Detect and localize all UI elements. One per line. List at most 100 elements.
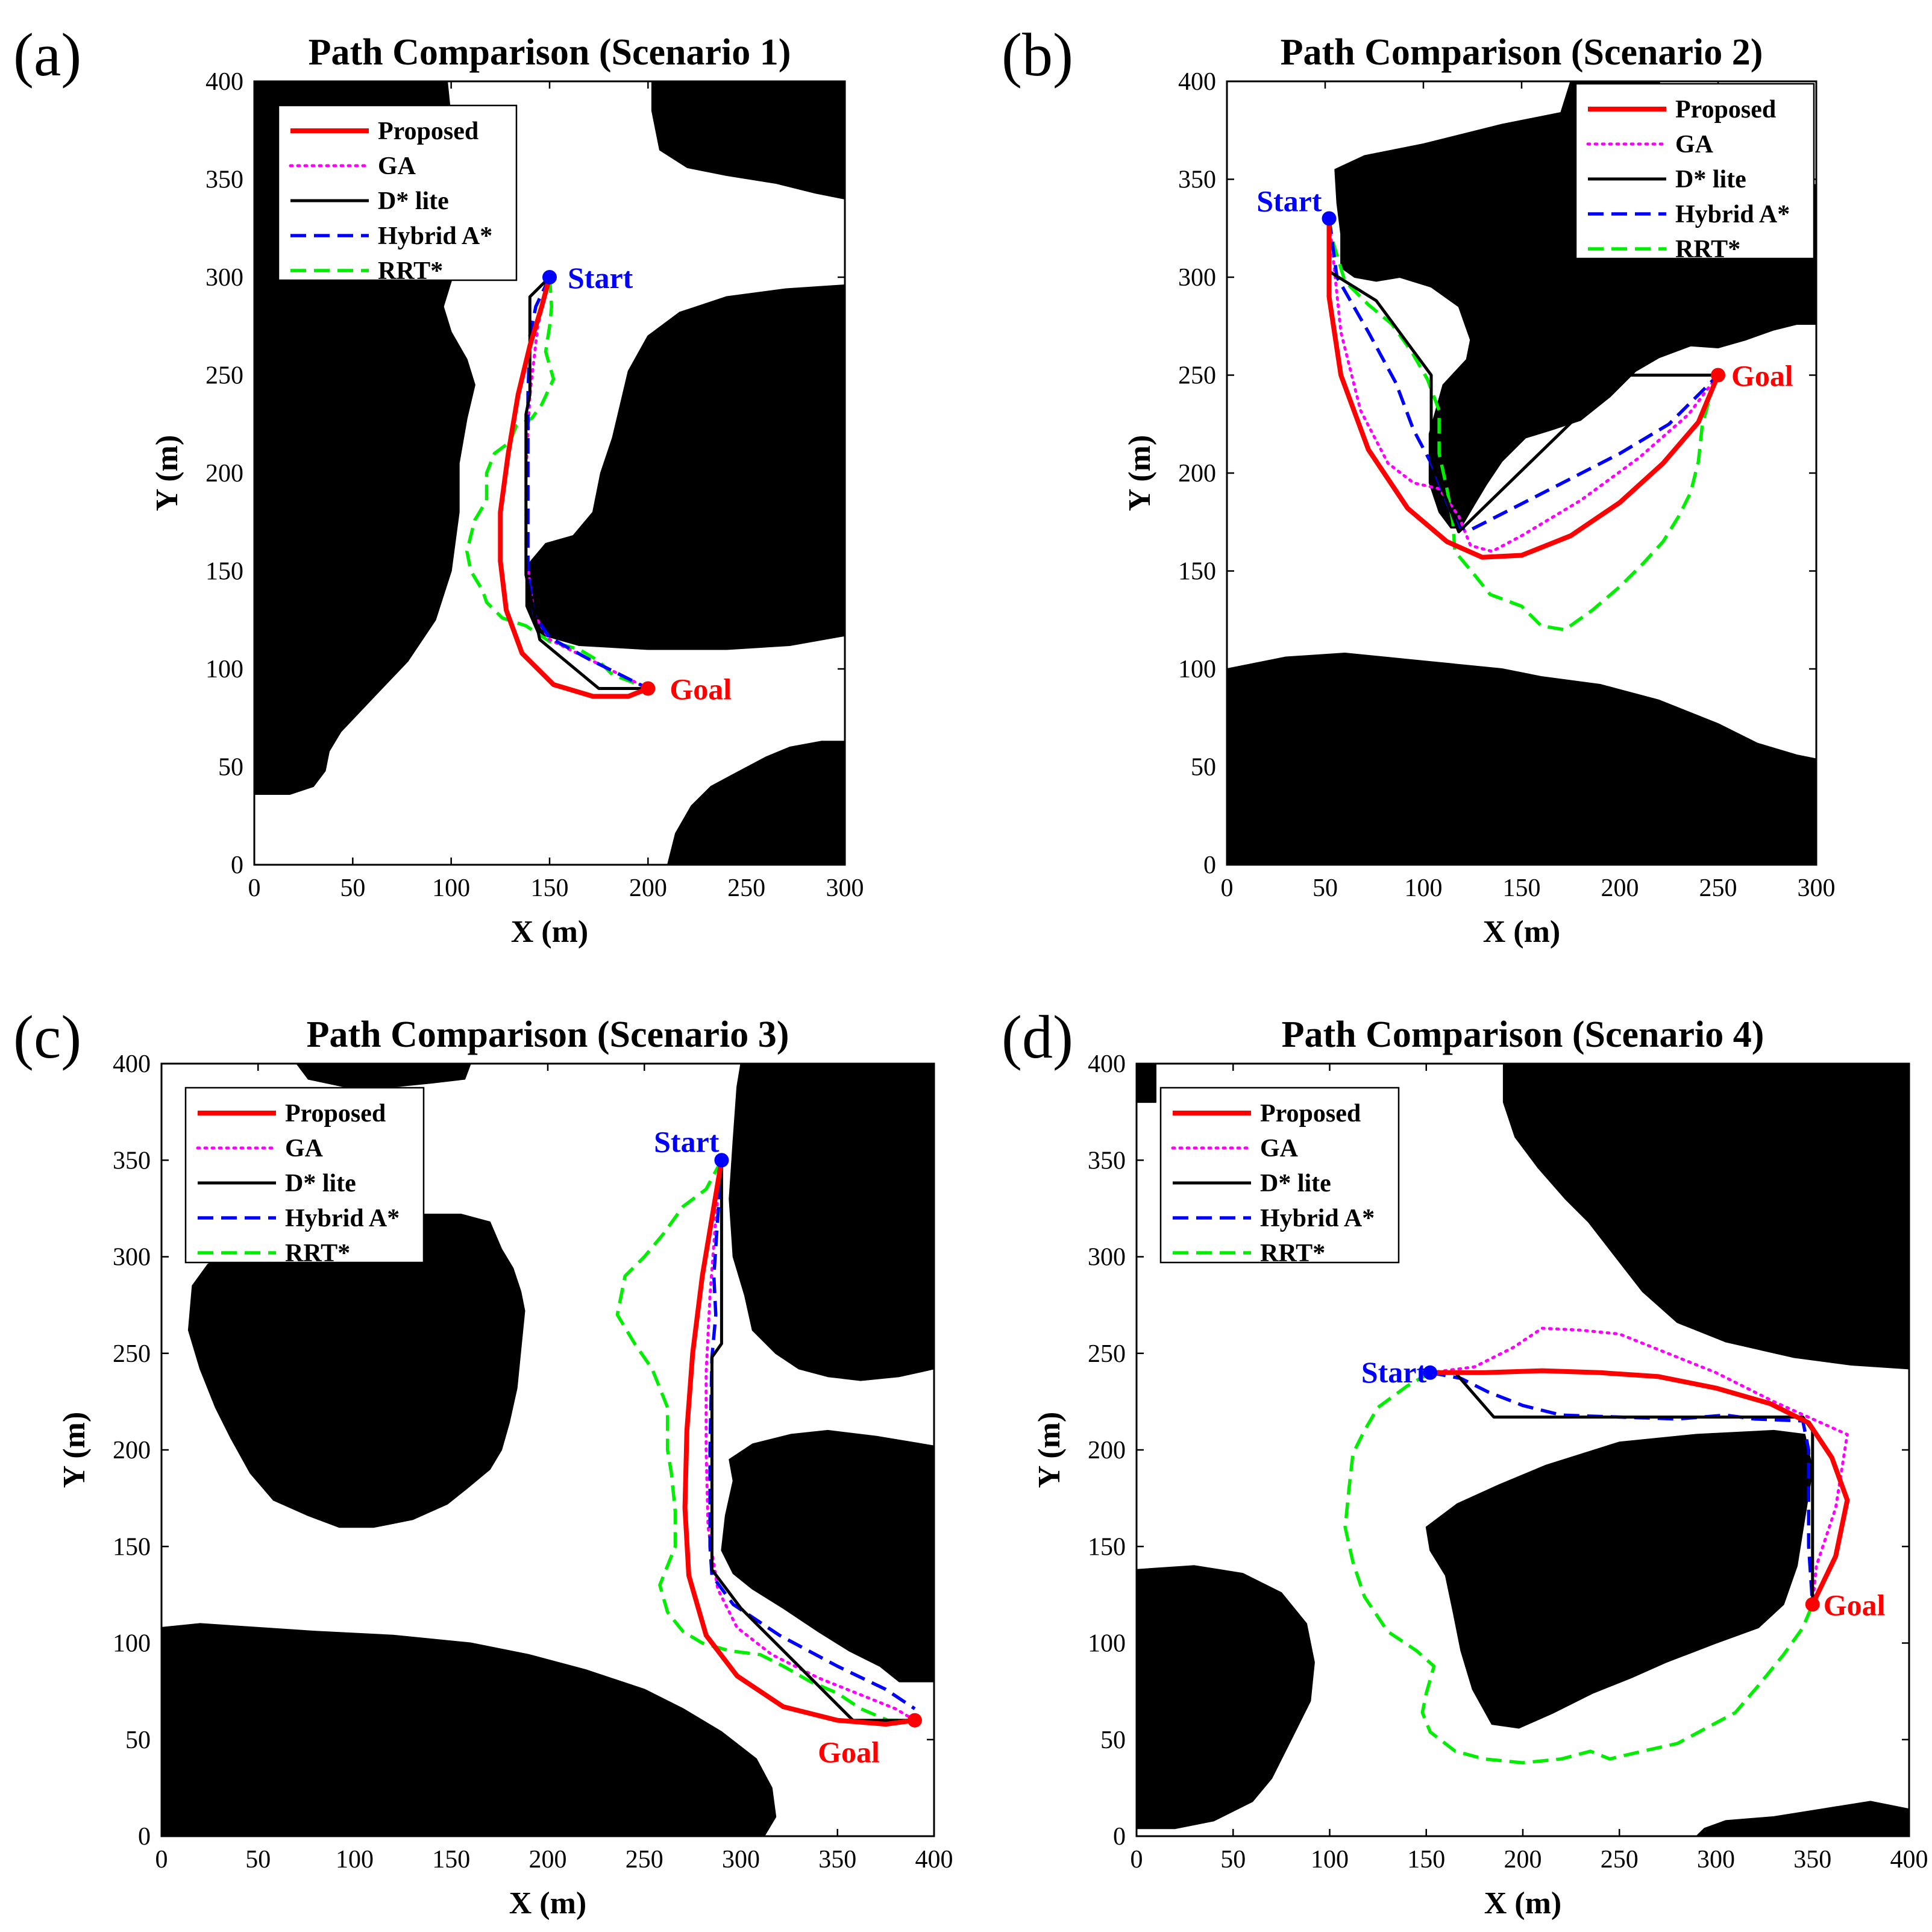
path-proposed-2 bbox=[1326, 218, 1720, 560]
start-marker-2 bbox=[1322, 211, 1337, 226]
legend-label-hybrid-a: Hybrid A* bbox=[1260, 1205, 1375, 1232]
x-tick-label: 200 bbox=[1601, 874, 1639, 902]
y-tick-label: 150 bbox=[113, 1533, 151, 1561]
legend-label-proposed: Proposed bbox=[378, 118, 478, 145]
start-label-1: Start bbox=[568, 261, 633, 295]
obstacle-3-2 bbox=[729, 1064, 934, 1381]
x-tick-label: 300 bbox=[1798, 874, 1836, 902]
chart-title-1: Path Comparison (Scenario 1) bbox=[309, 32, 791, 73]
legend-label-ga: GA bbox=[378, 152, 416, 180]
x-tick-label: 250 bbox=[727, 874, 765, 902]
x-tick-label: 200 bbox=[629, 874, 667, 902]
path-hybrid-a-4 bbox=[1429, 1371, 1814, 1605]
x-tick-label: 0 bbox=[155, 1846, 168, 1874]
legend-label-proposed: Proposed bbox=[1260, 1100, 1361, 1128]
x-tick-label: 100 bbox=[1311, 1846, 1349, 1874]
paths-3 bbox=[615, 1158, 917, 1727]
chart-title-2: Path Comparison (Scenario 2) bbox=[1281, 32, 1763, 73]
y-tick-label: 200 bbox=[1178, 460, 1216, 488]
legend-label-proposed: Proposed bbox=[1675, 96, 1776, 124]
goal-marker-1 bbox=[641, 681, 656, 696]
obstacle-4-2 bbox=[1502, 1064, 1909, 1370]
legend-1: Proposed GA D* lite Hybrid A* RRT* bbox=[277, 104, 518, 285]
obstacle-1-2 bbox=[651, 81, 845, 199]
obstacle-map-4 bbox=[1137, 1064, 1909, 1836]
y-tick-label: 300 bbox=[1178, 264, 1216, 292]
y-tick-label: 350 bbox=[113, 1147, 151, 1175]
y-tick-label: 50 bbox=[218, 754, 243, 782]
y-tick-label: 200 bbox=[1088, 1437, 1126, 1464]
y-axis-label-1: Y (m) bbox=[150, 435, 184, 512]
legend-label-ga: GA bbox=[285, 1135, 324, 1162]
legend-label-ga: GA bbox=[1260, 1135, 1299, 1162]
chart-title-4: Path Comparison (Scenario 4) bbox=[1282, 1014, 1764, 1055]
legend-label-hybrid-a: Hybrid A* bbox=[1675, 201, 1790, 228]
goal-label-2: Goal bbox=[1731, 359, 1793, 393]
y-tick-label: 150 bbox=[1088, 1533, 1126, 1561]
y-axis-label-4: Y (m) bbox=[1032, 1412, 1067, 1488]
legend-label-proposed: Proposed bbox=[285, 1100, 386, 1128]
panel-4: Start Goal 0 50 100 150 200 250 300 350 400 0 50 100 1… bbox=[1002, 1003, 1928, 1921]
start-marker-3 bbox=[714, 1153, 729, 1168]
x-tick-label: 50 bbox=[1220, 1846, 1246, 1874]
obstacle-3-5 bbox=[162, 1623, 777, 1836]
legend-label-rrt: RRT* bbox=[285, 1240, 350, 1267]
legend-label-d-lite: D* lite bbox=[285, 1170, 356, 1197]
path-hybrid-a-3 bbox=[708, 1160, 916, 1710]
legend-label-rrt: RRT* bbox=[378, 257, 443, 285]
start-marker-4 bbox=[1423, 1365, 1438, 1380]
x-tick-label: 250 bbox=[1699, 874, 1737, 902]
y-tick-label: 100 bbox=[1178, 656, 1216, 683]
goal-marker-2 bbox=[1711, 368, 1725, 383]
legend-box bbox=[184, 1087, 425, 1264]
x-tick-label: 50 bbox=[245, 1846, 271, 1874]
obstacle-map-3 bbox=[162, 1064, 934, 1836]
goal-marker-4 bbox=[1805, 1597, 1820, 1612]
y-tick-label: 400 bbox=[205, 68, 243, 96]
obstacle-3-4 bbox=[721, 1429, 934, 1683]
x-tick-label: 150 bbox=[531, 874, 569, 902]
y-tick-label: 0 bbox=[1203, 852, 1216, 879]
path-proposed-4 bbox=[1430, 1368, 1850, 1606]
legend-label-rrt: RRT* bbox=[1260, 1240, 1325, 1267]
y-tick-label: 300 bbox=[1088, 1244, 1126, 1272]
paths-4 bbox=[1343, 1326, 1850, 1764]
y-tick-label: 50 bbox=[1100, 1727, 1126, 1754]
y-tick-label: 350 bbox=[1088, 1147, 1126, 1175]
path-ga-2 bbox=[1328, 217, 1720, 553]
y-tick-label: 250 bbox=[205, 362, 243, 390]
obstacle-2-2 bbox=[1227, 653, 1816, 865]
goal-label-4: Goal bbox=[1824, 1588, 1886, 1622]
y-tick-label: 400 bbox=[1088, 1050, 1126, 1078]
y-tick-label: 350 bbox=[205, 166, 243, 194]
legend-box bbox=[1575, 83, 1815, 260]
x-tick-label: 50 bbox=[340, 874, 365, 902]
path-rrt-4 bbox=[1343, 1371, 1814, 1764]
y-tick-label: 100 bbox=[1088, 1630, 1126, 1658]
goal-label-3: Goal bbox=[818, 1736, 880, 1769]
path-rrt-3 bbox=[615, 1159, 915, 1722]
goal-label-1: Goal bbox=[670, 673, 732, 706]
obstacle-1-4 bbox=[667, 741, 845, 865]
x-tick-label: 200 bbox=[529, 1846, 567, 1874]
y-tick-label: 300 bbox=[113, 1244, 151, 1272]
panel-label-4: (d) bbox=[1002, 1003, 1073, 1071]
y-tick-label: 0 bbox=[231, 852, 243, 879]
y-tick-label: 300 bbox=[205, 264, 243, 292]
x-tick-label: 250 bbox=[1601, 1846, 1639, 1874]
x-tick-label: 0 bbox=[248, 874, 261, 902]
x-axis-label-1: X (m) bbox=[511, 915, 589, 949]
start-label-4: Start bbox=[1361, 1355, 1427, 1389]
paths-2 bbox=[1326, 217, 1720, 632]
path-rrt-2 bbox=[1327, 218, 1720, 632]
start-label-2: Start bbox=[1256, 184, 1322, 218]
path-proposed-1 bbox=[498, 276, 649, 699]
panel-label-3: (c) bbox=[13, 1003, 81, 1071]
legend-3: Proposed GA D* lite Hybrid A* RRT* bbox=[184, 1087, 425, 1267]
panel-2: Start Goal 0 50 100 150 200 250 300 0 50 100 150 200 2… bbox=[1002, 21, 1836, 949]
path-hybrid-a-1 bbox=[526, 276, 649, 690]
panel-label-2: (b) bbox=[1002, 21, 1073, 89]
y-tick-label: 350 bbox=[1178, 166, 1216, 194]
x-tick-label: 250 bbox=[626, 1846, 663, 1874]
panel-label-1: (a) bbox=[13, 21, 81, 89]
